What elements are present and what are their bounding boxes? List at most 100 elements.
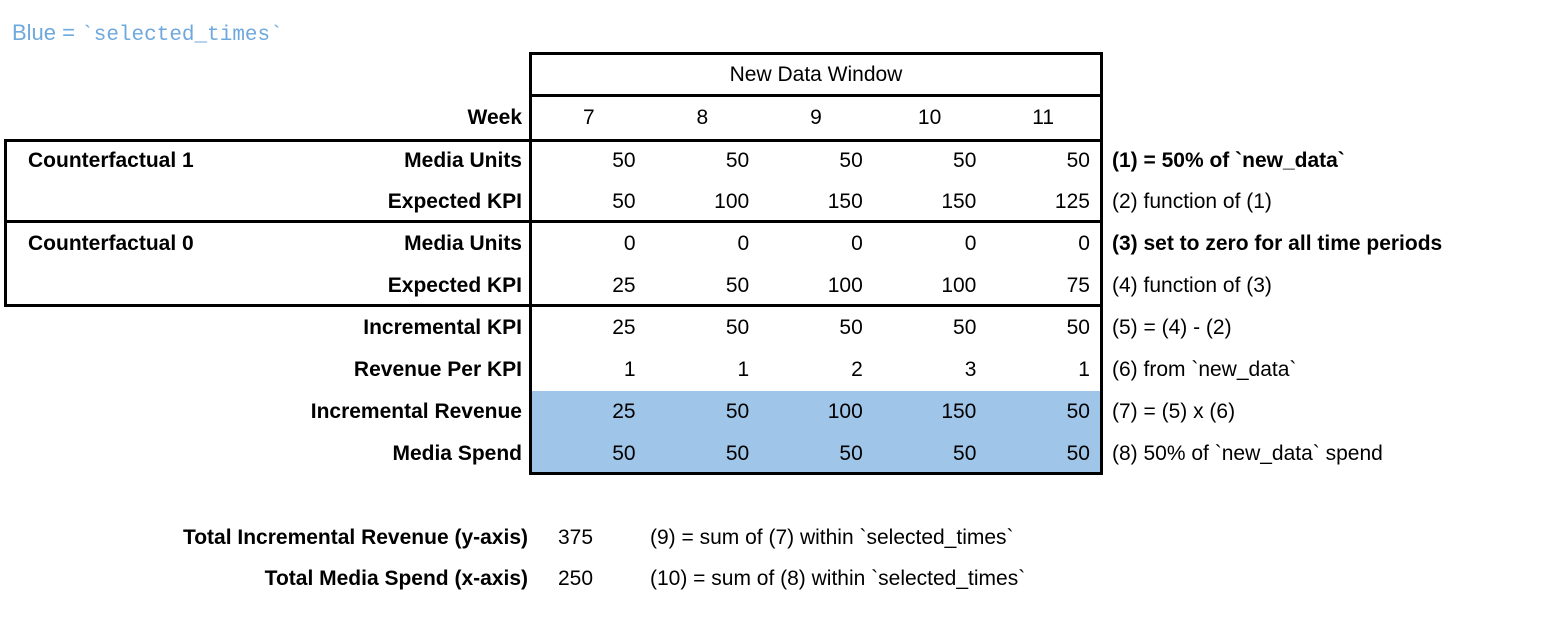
group-label: Counterfactual 0 <box>28 232 194 255</box>
value-cell: 25 <box>612 274 636 297</box>
total-incremental-revenue-row: Total Incremental Revenue (y-axis) 375 (… <box>0 518 1544 558</box>
value-cell: 150 <box>941 400 977 423</box>
table-row-media-spend: Media Spend 50 50 50 50 50 (8) 50% of `n… <box>0 434 1544 474</box>
table-row-cf0-expected-kpi: Expected KPI 25 50 100 100 75 (4) functi… <box>0 266 1544 306</box>
row-annotation: (5) = (4) - (2) <box>1112 316 1232 339</box>
table-bottom-border <box>529 472 1103 475</box>
value-cell: 50 <box>612 149 636 172</box>
value-cell: 50 <box>612 190 636 213</box>
value-cell: 50 <box>612 442 636 465</box>
metric-label: Incremental KPI <box>363 316 522 339</box>
metric-label: Expected KPI <box>387 190 522 213</box>
table-row-incremental-revenue: Incremental Revenue 25 50 100 150 50 (7)… <box>0 392 1544 432</box>
metric-label: Expected KPI <box>387 274 522 297</box>
value-cells-highlighted: 25 50 100 150 50 <box>532 392 1100 432</box>
value-cells-highlighted: 50 50 50 50 50 <box>532 434 1100 474</box>
value-cell: 50 <box>839 442 863 465</box>
row-annotation: (2) function of (1) <box>1112 190 1272 213</box>
value-cell: 50 <box>725 149 750 172</box>
table-row-cf1-media-units: Counterfactual 1 Media Units 50 50 50 50… <box>0 141 1544 181</box>
total-value: 375 <box>558 526 594 549</box>
value-cell: 50 <box>725 400 750 423</box>
value-cell: 100 <box>941 274 977 297</box>
value-cell: 150 <box>941 190 977 213</box>
metric-label: Media Spend <box>392 442 522 465</box>
total-label: Total Media Spend (x-axis) <box>264 567 528 590</box>
value-cell: 50 <box>1066 316 1090 339</box>
total-value: 250 <box>558 567 594 590</box>
value-cell: 3 <box>964 358 977 381</box>
table-row-cf0-media-units: Counterfactual 0 Media Units 0 0 0 0 0 (… <box>0 224 1544 264</box>
row-annotation: (3) set to zero for all time periods <box>1112 232 1443 255</box>
value-cell: 50 <box>953 316 977 339</box>
value-cells: 25 50 100 100 75 <box>532 266 1100 306</box>
value-cell: 50 <box>839 149 863 172</box>
selected-times-highlight <box>532 391 1100 472</box>
value-cell: 50 <box>725 316 750 339</box>
week-number: 10 <box>917 106 942 129</box>
value-cells: 50 50 50 50 50 <box>532 141 1100 181</box>
value-cell: 2 <box>851 358 863 381</box>
week-number: 11 <box>1032 106 1055 129</box>
row-annotation: (6) from `new_data` <box>1112 358 1297 381</box>
value-cell: 150 <box>827 190 863 213</box>
value-cell: 50 <box>1066 149 1090 172</box>
window-header-bottom-border <box>529 94 1103 97</box>
week-number: 7 <box>582 106 595 129</box>
table-row-revenue-per-kpi: Revenue Per KPI 1 1 2 3 1 (6) from `new_… <box>0 350 1544 390</box>
total-annotation: (9) = sum of (7) within `selected_times` <box>650 526 1014 549</box>
new-data-window-header: New Data Window <box>729 63 903 86</box>
value-cell: 25 <box>612 316 636 339</box>
week-label: Week <box>467 106 522 129</box>
row-annotation: (1) = 50% of `new_data` <box>1112 149 1345 172</box>
value-cell: 50 <box>1066 442 1090 465</box>
value-cell: 125 <box>1054 190 1090 213</box>
value-cells: 50 100 150 150 125 <box>532 182 1100 222</box>
table-left-border <box>529 52 532 475</box>
value-cells: 1 1 2 3 1 <box>532 350 1100 390</box>
row-annotation: (7) = (5) x (6) <box>1112 400 1236 423</box>
value-cell: 1 <box>1078 358 1090 381</box>
value-cell: 0 <box>737 232 750 255</box>
value-cell: 0 <box>964 232 977 255</box>
metric-label: Media Units <box>404 232 522 255</box>
group-label: Counterfactual 1 <box>28 149 194 172</box>
value-cell: 50 <box>725 274 750 297</box>
total-media-spend-row: Total Media Spend (x-axis) 250 (10) = su… <box>0 559 1544 599</box>
table-row-incremental-kpi: Incremental KPI 25 50 50 50 50 (5) = (4)… <box>0 308 1544 348</box>
week-header-row: Week 7 8 9 10 11 <box>0 98 1544 138</box>
value-cells: 25 50 50 50 50 <box>532 308 1100 348</box>
value-cell: 0 <box>851 232 863 255</box>
value-cell: 0 <box>623 232 636 255</box>
value-cell: 0 <box>1078 232 1090 255</box>
value-cell: 50 <box>1066 400 1090 423</box>
metric-label: Incremental Revenue <box>310 400 522 423</box>
metric-label: Media Units <box>404 149 522 172</box>
value-cell: 1 <box>737 358 750 381</box>
week-number: 9 <box>810 106 822 129</box>
value-cell: 100 <box>827 274 863 297</box>
legend-title: Blue = `selected_times` <box>12 18 283 51</box>
value-cell: 100 <box>714 190 750 213</box>
counterfactual-0-box <box>4 220 1103 307</box>
legend-title-prefix: Blue = <box>12 20 82 45</box>
total-annotation: (10) = sum of (8) within `selected_times… <box>650 567 1026 590</box>
week-number: 8 <box>696 106 709 129</box>
legend-title-code: `selected_times` <box>81 24 283 47</box>
value-cell: 25 <box>612 400 636 423</box>
value-cell: 50 <box>839 316 863 339</box>
value-cell: 50 <box>953 149 977 172</box>
row-annotation: (8) 50% of `new_data` spend <box>1112 442 1383 465</box>
value-cell: 50 <box>953 442 977 465</box>
value-cell: 50 <box>725 442 750 465</box>
value-cells: 0 0 0 0 0 <box>532 224 1100 264</box>
value-cell: 75 <box>1066 274 1090 297</box>
total-label: Total Incremental Revenue (y-axis) <box>182 526 528 549</box>
row-annotation: (4) function of (3) <box>1112 274 1272 297</box>
value-cell: 1 <box>623 358 636 381</box>
value-cell: 100 <box>827 400 863 423</box>
table-row-cf1-expected-kpi: Expected KPI 50 100 150 150 125 (2) func… <box>0 182 1544 222</box>
window-header-top-border <box>529 52 1103 55</box>
week-number-cells: 7 8 9 10 11 <box>532 98 1100 138</box>
